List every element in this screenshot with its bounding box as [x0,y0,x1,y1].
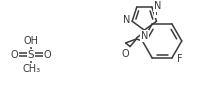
Text: N: N [140,31,147,41]
Text: CH₃: CH₃ [22,64,40,74]
Text: N: N [153,1,160,11]
Text: O: O [121,49,128,59]
Text: N: N [122,15,130,25]
Text: S: S [28,50,34,60]
Text: F: F [154,7,160,17]
Text: F: F [176,54,182,64]
Text: OH: OH [23,36,38,46]
Text: O: O [44,50,51,60]
Text: O: O [10,50,18,60]
